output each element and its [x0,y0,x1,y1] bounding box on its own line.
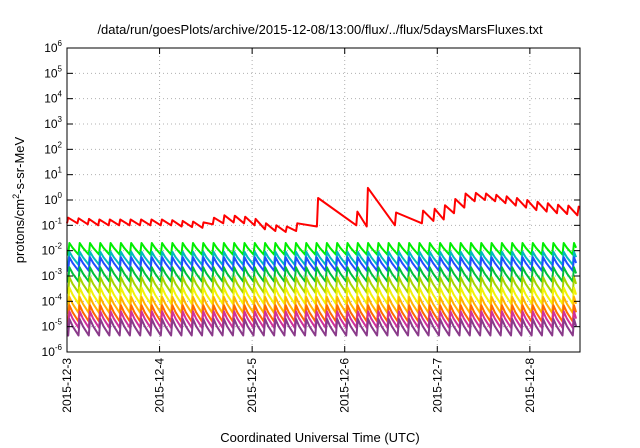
y-tick-label: 105 [44,64,62,80]
ticks [66,47,580,353]
x-tick-labels: 2015-12-3 2015-12-4 2015-12-5 2015-12-6 2015… [60,358,537,413]
y-tick-label: 104 [44,90,62,106]
x-tick-label: 2015-12-8 [523,358,537,413]
y-tick-label: 106 [44,39,62,55]
y-tick-label: 10-2 [42,242,63,258]
y-tick-labels: 10-6 10-5 10-4 10-3 10-2 10-1 100 101 102 103 104 1… [42,39,63,359]
y-tick-label: 102 [44,140,62,156]
y-tick-label: 10-1 [42,216,63,232]
y-tick-label: 10-4 [42,292,63,308]
x-tick-label: 2015-12-4 [153,358,167,413]
y-tick-label: 101 [44,166,62,182]
x-axis-label: Coordinated Universal Time (UTC) [220,430,420,445]
x-tick-label: 2015-12-5 [245,358,259,413]
y-tick-label: 10-6 [42,343,63,359]
x-tick-label: 2015-12-6 [338,358,352,413]
x-tick-label: 2015-12-3 [60,358,74,413]
y-tick-label: 103 [44,115,62,131]
y-tick-label: 100 [44,191,62,207]
y-tick-label: 10-5 [42,318,63,334]
chart-title: /data/run/goesPlots/archive/2015-12-08/1… [97,22,543,37]
series-line-2 [67,242,578,256]
x-tick-label: 2015-12-7 [430,358,444,413]
series-line-1 [66,186,581,233]
y-axis-label: protons/cm2-s-sr-MeV [11,136,27,263]
series-line-11 [67,318,578,337]
series-layer [66,186,581,337]
y-tick-label: 10-3 [42,267,63,283]
